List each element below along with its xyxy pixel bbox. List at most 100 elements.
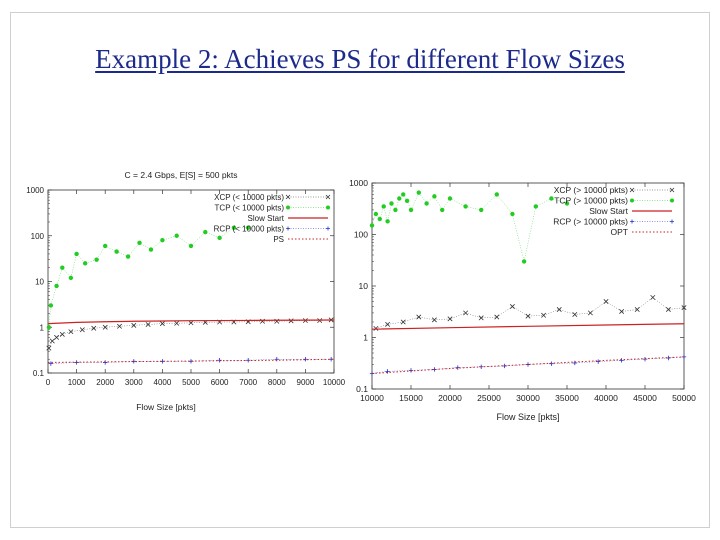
- series-line: [47, 319, 335, 325]
- data-point: [572, 311, 578, 317]
- data-point: [381, 204, 386, 209]
- y-tick-label: 1000: [349, 178, 368, 188]
- data-point: [159, 321, 165, 327]
- data-point: [59, 331, 65, 337]
- data-point: [494, 314, 500, 320]
- x-tick-label: 50000: [672, 393, 696, 403]
- data-point: [82, 261, 88, 266]
- data-point: [525, 313, 531, 319]
- series-line: [48, 319, 332, 349]
- data-point: [669, 187, 675, 193]
- data-point: [521, 259, 527, 264]
- data-point: [131, 322, 137, 328]
- data-point: [54, 334, 60, 340]
- data-point: [285, 194, 291, 200]
- data-point: [397, 196, 402, 201]
- data-point: [203, 229, 208, 235]
- data-point: [572, 360, 577, 366]
- data-point: [587, 310, 593, 316]
- data-point: [46, 345, 52, 351]
- data-point: [541, 312, 547, 318]
- x-tick-label: 40000: [594, 393, 618, 403]
- series-rcp-10000-pkts: [48, 357, 334, 366]
- series-xcp-10000-pkts: [373, 294, 687, 331]
- series-slow-start: [47, 319, 335, 325]
- series-line: [47, 358, 335, 363]
- y-tick-label: 100: [31, 232, 45, 241]
- data-point: [463, 310, 469, 316]
- data-point: [416, 190, 421, 195]
- series-tcp-10000-pkts: [369, 190, 570, 264]
- y-tick-label: 10: [35, 278, 44, 287]
- data-point: [478, 315, 484, 321]
- legend-label: Slow Start: [589, 206, 628, 216]
- legend-label: XCP (> 10000 pkts): [554, 185, 628, 195]
- x-tick-label: 5000: [182, 378, 200, 387]
- series-slow-start: [371, 323, 685, 330]
- data-point: [286, 226, 290, 231]
- series-opt: [371, 356, 685, 374]
- series-line: [371, 323, 685, 330]
- data-point: [533, 204, 538, 209]
- data-point: [74, 251, 79, 257]
- data-point: [509, 304, 515, 309]
- x-axis-label: Flow Size [pkts]: [136, 402, 196, 412]
- x-tick-label: 6000: [211, 378, 229, 387]
- data-point: [389, 201, 394, 206]
- data-point: [642, 356, 648, 362]
- data-point: [385, 219, 390, 224]
- x-tick-label: 9000: [297, 378, 315, 387]
- y-tick-label: 1000: [26, 186, 44, 195]
- y-tick-label: 10: [359, 281, 369, 291]
- data-point: [603, 299, 609, 304]
- data-point: [48, 303, 54, 308]
- data-point: [596, 359, 601, 364]
- data-point: [48, 361, 54, 366]
- data-point: [400, 319, 406, 325]
- data-point: [326, 226, 330, 231]
- data-point: [385, 369, 390, 374]
- data-point: [217, 358, 222, 363]
- data-point: [556, 306, 562, 312]
- data-point: [91, 325, 97, 331]
- series-rcp-10000-pkts: [369, 354, 687, 376]
- data-point: [630, 219, 634, 224]
- data-point: [401, 192, 406, 197]
- data-point: [103, 360, 108, 365]
- x-tick-label: 25000: [477, 393, 501, 403]
- data-point: [68, 329, 74, 335]
- data-point: [103, 243, 108, 249]
- data-point: [408, 368, 414, 373]
- data-point: [670, 198, 674, 203]
- data-point: [49, 338, 55, 344]
- data-point: [377, 216, 382, 222]
- data-point: [174, 233, 179, 238]
- legend-label: XCP (< 10000 pkts): [214, 193, 284, 202]
- chart-2: 0.1 1 10 100 1000 10000 15000 20000 25000 30000 35…: [349, 178, 696, 422]
- legend-label: TCP (< 10000 pkts): [215, 204, 285, 213]
- data-point: [125, 254, 131, 259]
- data-point: [102, 324, 108, 330]
- plot-frame: [371, 182, 685, 390]
- legend: XCP (< 10000 pkts) TCP (< 10000 pkts)Slow…: [214, 193, 331, 244]
- data-point: [630, 198, 634, 203]
- legend-label: OPT: [611, 227, 628, 237]
- data-point: [385, 321, 391, 327]
- series-line: [371, 356, 685, 374]
- data-point: [60, 265, 65, 270]
- series-ps: [47, 358, 335, 363]
- data-point: [404, 198, 410, 204]
- data-point: [246, 225, 251, 230]
- data-point: [564, 201, 570, 206]
- data-point: [650, 294, 656, 300]
- x-axis-label: Flow Size [pkts]: [496, 412, 559, 422]
- x-tick-label: 20000: [438, 393, 462, 403]
- data-point: [369, 223, 375, 228]
- data-point: [432, 194, 437, 199]
- data-point: [79, 327, 85, 333]
- data-point: [114, 249, 119, 254]
- series-tcp-10000-pkts: [46, 225, 251, 330]
- x-tick-label: 10000: [360, 393, 384, 403]
- chart-title: C = 2.4 Gbps, E[S] = 500 pkts: [125, 170, 238, 180]
